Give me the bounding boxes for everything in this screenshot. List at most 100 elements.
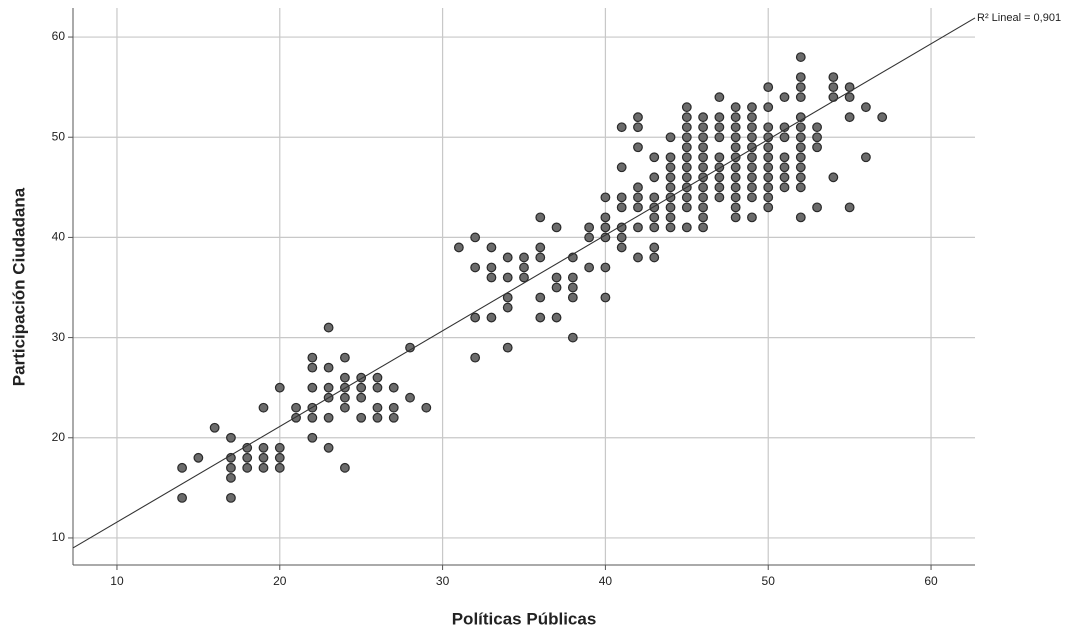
fit-label: R² Lineal = 0,901 <box>977 12 1061 24</box>
point <box>747 132 757 143</box>
point <box>649 152 660 163</box>
point <box>421 402 432 413</box>
point <box>633 182 643 193</box>
point <box>340 372 350 383</box>
point <box>600 292 611 303</box>
point <box>323 442 334 453</box>
point <box>779 152 790 163</box>
point <box>747 212 757 223</box>
point <box>307 432 318 443</box>
point <box>681 132 692 143</box>
point <box>177 462 187 473</box>
fit-line <box>72 17 976 549</box>
point <box>502 252 513 263</box>
point <box>486 262 497 273</box>
point <box>551 222 562 233</box>
y-tick-label: 10 <box>52 530 66 544</box>
point <box>274 452 285 463</box>
point <box>681 112 692 123</box>
point <box>698 222 708 233</box>
point <box>779 182 790 193</box>
point <box>600 212 611 223</box>
point <box>340 392 350 403</box>
point <box>730 192 741 203</box>
point <box>519 252 529 263</box>
point <box>681 142 692 153</box>
point <box>616 222 627 233</box>
point <box>698 192 708 203</box>
point <box>193 452 204 463</box>
point <box>551 272 562 283</box>
point <box>795 182 806 193</box>
point <box>812 142 822 153</box>
point <box>730 132 741 143</box>
point <box>340 352 350 363</box>
point <box>763 202 774 213</box>
point <box>535 312 546 323</box>
point <box>177 492 187 503</box>
point <box>323 322 334 333</box>
point <box>747 102 757 113</box>
x-tick-label: 50 <box>762 574 776 588</box>
point <box>698 202 708 213</box>
point <box>681 172 692 183</box>
point <box>567 332 578 343</box>
point <box>681 152 692 163</box>
point <box>681 222 692 233</box>
point <box>795 142 806 153</box>
point <box>519 262 529 273</box>
y-tick-label: 40 <box>52 230 66 244</box>
point <box>681 162 692 173</box>
point <box>698 212 708 223</box>
point <box>730 112 741 123</box>
point <box>714 132 725 143</box>
point <box>763 142 774 153</box>
point <box>763 172 774 183</box>
point <box>698 132 708 143</box>
point <box>730 102 741 113</box>
x-tick-label: 40 <box>599 574 613 588</box>
point <box>763 182 774 193</box>
point <box>372 402 383 413</box>
point <box>633 202 643 213</box>
point <box>633 122 643 133</box>
point <box>633 112 643 123</box>
point <box>763 122 774 133</box>
point <box>633 252 643 263</box>
point <box>681 192 692 203</box>
point <box>861 152 871 163</box>
point <box>356 392 367 403</box>
point <box>763 162 774 173</box>
point <box>486 242 497 253</box>
point <box>665 172 676 183</box>
point <box>226 472 236 483</box>
point <box>698 122 708 133</box>
point <box>372 372 383 383</box>
point <box>388 382 399 393</box>
point <box>763 82 774 93</box>
point <box>779 92 790 103</box>
point <box>747 152 757 163</box>
point <box>795 162 806 173</box>
point <box>730 212 741 223</box>
point <box>795 72 806 83</box>
point <box>795 122 806 133</box>
point <box>795 152 806 163</box>
point <box>453 242 464 253</box>
point <box>226 432 236 443</box>
point <box>828 72 839 83</box>
point <box>698 152 708 163</box>
point <box>535 242 546 253</box>
point <box>274 462 285 473</box>
point <box>616 242 627 253</box>
point <box>877 112 888 123</box>
point <box>747 142 757 153</box>
x-tick-label: 60 <box>924 574 938 588</box>
point <box>861 102 871 113</box>
point <box>372 382 383 393</box>
point <box>258 442 269 453</box>
point <box>600 222 611 233</box>
point <box>584 232 595 243</box>
point <box>274 442 285 453</box>
point <box>600 192 611 203</box>
